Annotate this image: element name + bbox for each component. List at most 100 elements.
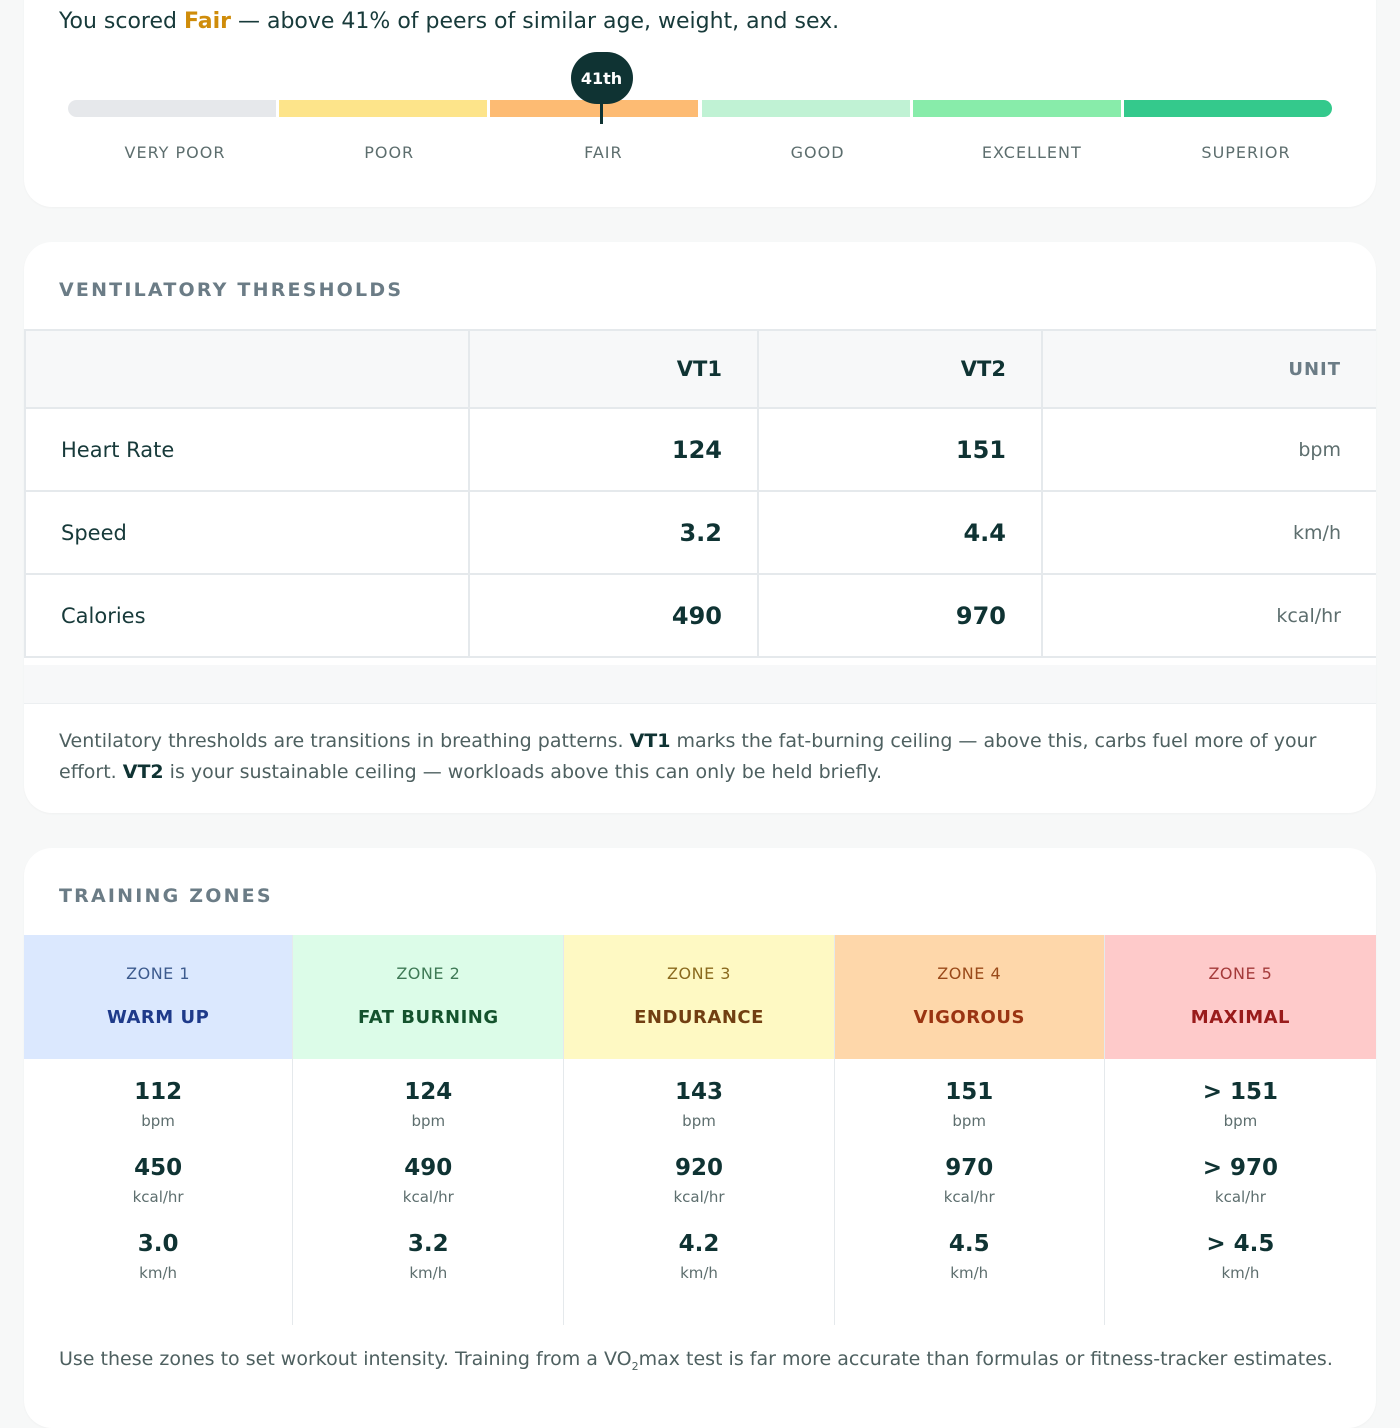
thresholds-explanation: Ventilatory thresholds are transitions i…	[59, 726, 1344, 788]
row-vt2: 151	[757, 407, 1043, 492]
zone-heart-rate-unit: bpm	[682, 1112, 716, 1130]
category-label: POOR	[364, 143, 415, 162]
zone-header: ZONE 2 FAT BURNING	[293, 935, 564, 1059]
thresholds-table: VT1 VT2 UNIT Heart Rate 124 151 bpm Spee…	[24, 329, 1376, 658]
zone-speed: 3.2	[407, 1231, 449, 1257]
category-label: GOOD	[790, 143, 845, 162]
note-text: is your sustainable ceiling — workloads …	[163, 761, 882, 783]
zone-column: ZONE 1 WARM UP 112 bpm 450 kcal/hr 3.0 km/h	[24, 935, 294, 1325]
zone-heart-rate: 112	[134, 1079, 183, 1105]
zone-values: 124 bpm 490 kcal/hr 3.2 km/h	[293, 1076, 563, 1283]
percentile-marker: 41th	[570, 52, 633, 104]
zone-heart-rate: > 151	[1202, 1079, 1279, 1105]
note-text: max test is far more accurate than formu…	[638, 1348, 1333, 1370]
zone-values: 143 bpm 920 kcal/hr 4.2 km/h	[564, 1076, 833, 1283]
score-suffix: — above 41% of peers of similar age, wei…	[230, 9, 840, 34]
note-subscript: 2	[631, 1359, 639, 1373]
zone-calories-unit: kcal/hr	[673, 1188, 725, 1206]
header-metric	[24, 329, 470, 409]
zone-heart-rate-unit: bpm	[411, 1112, 446, 1130]
zone-heart-rate-unit: bpm	[141, 1112, 175, 1130]
zone-heart-rate: 151	[945, 1079, 994, 1105]
header-vt1: VT1	[468, 329, 759, 409]
row-vt2: 4.4	[757, 490, 1043, 575]
zone-heart-rate-unit: bpm	[952, 1112, 987, 1130]
row-metric: Calories	[24, 573, 470, 658]
row-unit: bpm	[1041, 407, 1376, 492]
zone-column: ZONE 2 FAT BURNING 124 bpm 490 kcal/hr 3.2 km/h	[293, 935, 565, 1325]
zone-name: VIGOROUS	[913, 1007, 1025, 1028]
zone-calories-unit: kcal/hr	[1214, 1188, 1266, 1206]
note-text: Use these zones to set workout intensity…	[59, 1348, 632, 1370]
zone-calories: 970	[945, 1155, 994, 1181]
zones-grid: ZONE 1 WARM UP 112 bpm 450 kcal/hr 3.0 km/h ZONE…	[24, 935, 1376, 1325]
zone-name: FAT BURNING	[358, 1007, 499, 1028]
zone-speed: 3.0	[137, 1231, 179, 1257]
table-footer-band	[24, 665, 1376, 704]
zone-column: ZONE 4 VIGOROUS 151 bpm 970 kcal/hr 4.5 km/h	[834, 935, 1105, 1325]
zone-speed-unit: km/h	[680, 1264, 718, 1282]
score-prefix: You scored	[59, 9, 184, 34]
zone-speed-unit: km/h	[1221, 1264, 1260, 1282]
zone-heart-rate: 124	[404, 1079, 453, 1105]
category-labels: VERY POOR POOR FAIR GOOD EXCELLENT SUPERIOR	[68, 143, 1352, 163]
row-vt1: 3.2	[468, 490, 759, 575]
zone-heart-rate-unit: bpm	[1223, 1112, 1258, 1130]
percentile-marker-stem	[600, 100, 604, 124]
zone-header: ZONE 3 ENDURANCE	[564, 935, 834, 1059]
zone-number: ZONE 1	[126, 964, 191, 983]
zone-number: ZONE 2	[396, 964, 461, 983]
category-label: VERY POOR	[124, 143, 226, 162]
bar-segment-excellent	[912, 100, 1121, 117]
zone-name: ENDURANCE	[634, 1007, 764, 1028]
zone-header: ZONE 4 VIGOROUS	[834, 935, 1104, 1059]
bar-segment-poor	[279, 100, 488, 117]
zone-values: > 151 bpm > 970 kcal/hr > 4.5 km/h	[1105, 1076, 1376, 1283]
header-vt2: VT2	[757, 329, 1043, 409]
table-row: Speed 3.2 4.4 km/h	[24, 490, 1376, 575]
zone-speed-unit: km/h	[139, 1264, 178, 1282]
zone-number: ZONE 3	[667, 964, 731, 983]
row-vt1: 124	[468, 407, 759, 492]
zone-values: 112 bpm 450 kcal/hr 3.0 km/h	[24, 1076, 292, 1283]
section-title: TRAINING ZONES	[59, 885, 273, 907]
category-label: FAIR	[584, 143, 623, 162]
percentile-bar	[68, 100, 1332, 117]
zone-calories: 920	[675, 1155, 724, 1181]
category-label: SUPERIOR	[1201, 143, 1291, 162]
row-unit: kcal/hr	[1041, 573, 1376, 658]
zone-calories: 450	[134, 1155, 183, 1181]
zone-column: ZONE 3 ENDURANCE 143 bpm 920 kcal/hr 4.2 km/h	[564, 935, 835, 1325]
row-vt1: 490	[468, 573, 759, 658]
zone-name: WARM UP	[106, 1007, 210, 1028]
score-summary: You scored Fair — above 41% of peers of …	[59, 9, 839, 34]
note-text: Ventilatory thresholds are transitions i…	[59, 730, 630, 752]
table-row: Calories 490 970 kcal/hr	[24, 573, 1376, 658]
header-unit: UNIT	[1041, 329, 1376, 409]
zone-speed-unit: km/h	[409, 1264, 448, 1282]
bar-segment-superior	[1124, 100, 1332, 117]
note-vt2: VT2	[122, 761, 164, 783]
zone-header: ZONE 1 WARM UP	[24, 935, 293, 1059]
zone-speed: 4.5	[948, 1231, 990, 1257]
bar-segment-very-poor	[68, 100, 276, 117]
zone-calories: > 970	[1202, 1155, 1279, 1181]
training-zones-card: TRAINING ZONES ZONE 1 WARM UP 112 bpm 450 kca…	[24, 848, 1376, 1428]
zone-number: ZONE 5	[1208, 964, 1273, 983]
zone-heart-rate: 143	[675, 1079, 724, 1105]
zone-speed-unit: km/h	[950, 1264, 989, 1282]
table-header-row: VT1 VT2 UNIT	[24, 329, 1376, 409]
zone-calories: 490	[404, 1155, 453, 1181]
ventilatory-thresholds-card: VENTILATORY THRESHOLDS VT1 VT2 UNIT Hear…	[24, 242, 1376, 813]
section-title: VENTILATORY THRESHOLDS	[59, 279, 404, 301]
zone-calories-unit: kcal/hr	[943, 1188, 995, 1206]
zone-speed: > 4.5	[1206, 1231, 1275, 1257]
table-row: Heart Rate 124 151 bpm	[24, 407, 1376, 492]
score-card: You scored Fair — above 41% of peers of …	[24, 0, 1376, 207]
zone-header: ZONE 5 MAXIMAL	[1104, 935, 1376, 1059]
row-vt2: 970	[757, 573, 1043, 658]
row-unit: km/h	[1041, 490, 1376, 575]
zone-speed: 4.2	[678, 1231, 720, 1257]
category-label: EXCELLENT	[981, 143, 1082, 162]
zone-name: MAXIMAL	[1190, 1007, 1291, 1028]
